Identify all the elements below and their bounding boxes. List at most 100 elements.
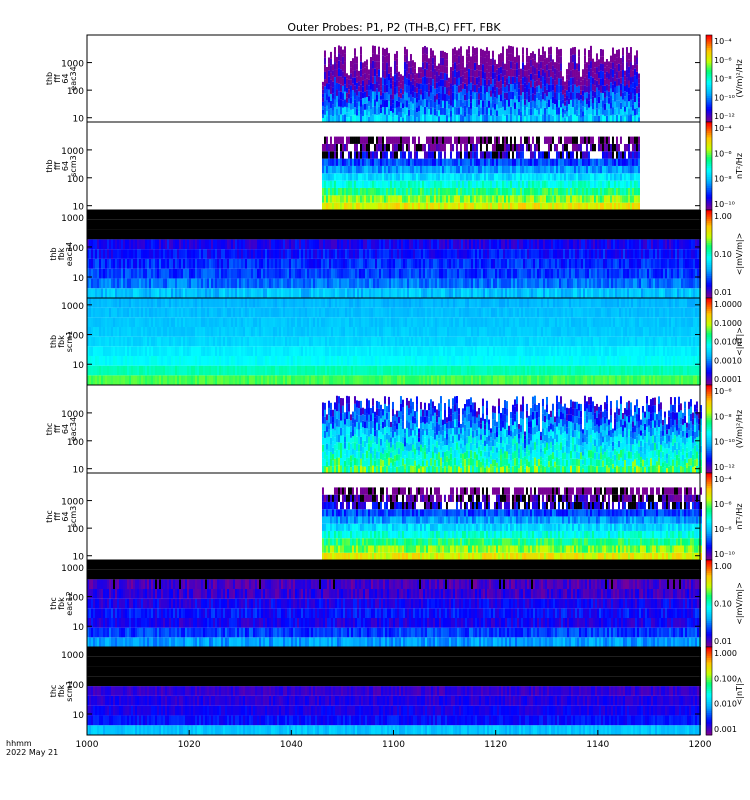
- colorbar-tick-label: 10⁻¹⁰: [714, 438, 735, 447]
- y-tick-label: 10: [73, 203, 85, 213]
- x-tick-label: 1100: [382, 740, 405, 750]
- colorbar-thb_fff_scm3: 10⁻⁴ 10⁻⁶ 10⁻⁸ 10⁻¹⁰ nT²/Hz: [705, 121, 744, 211]
- y-tick-label: 10: [73, 115, 85, 125]
- panel-thb_fbk_eac34: 1000 100 10 thb fbk eac34 1.00 0.10 0.01 <|mV/m|>: [49, 209, 744, 299]
- colorbar-tick-label: 10⁻⁶: [714, 500, 732, 509]
- y-axis-label: scm1: [65, 680, 74, 701]
- y-axis-label: fbk: [57, 247, 66, 260]
- colorbar-tick-label: 1.000: [714, 649, 737, 658]
- y-tick-label: 10: [73, 361, 85, 371]
- heatmap-thb_fff_scm3: [321, 136, 640, 210]
- y-axis-label: fbk: [57, 335, 66, 348]
- colorbar-label: (V/m)²/Hz: [735, 59, 744, 97]
- y-axis-label: eac12: [65, 591, 74, 615]
- colorbar-thc_fff_eac34: 10⁻⁶ 10⁻⁸ 10⁻¹⁰ 10⁻¹² (V/m)²/Hz: [705, 384, 744, 474]
- colorbar-thb_fff_eac34: 10⁻⁴ 10⁻⁶ 10⁻⁸ 10⁻¹⁰ 10⁻¹² (V/m)²/Hz: [705, 34, 744, 123]
- y-tick-label: 1000: [61, 147, 84, 157]
- y-tick-label: 10: [73, 711, 85, 721]
- colorbar-label: (V/m)²/Hz: [735, 410, 744, 448]
- y-tick-label: 10: [73, 466, 85, 476]
- y-axis-label: 64: [61, 511, 70, 521]
- colorbar-tick-label: 10⁻⁶: [714, 56, 732, 65]
- y-axis-label: eac34: [65, 242, 74, 266]
- y-axis-label: thb: [49, 247, 58, 260]
- colorbar-tick-label: 10⁻⁸: [714, 175, 732, 184]
- colorbar-tick-label: 10⁻⁴: [714, 475, 732, 484]
- y-tick-label: 1000: [61, 498, 84, 508]
- y-tick-label: 100: [67, 332, 84, 342]
- y-axis-label: scm1: [65, 331, 74, 352]
- colorbar-tick-label: 10⁻⁶: [714, 387, 732, 396]
- colorbar-tick-label: 10⁻⁴: [714, 124, 732, 133]
- y-tick-label: 1000: [61, 214, 84, 224]
- colorbar-tick-label: 10⁻⁸: [714, 75, 732, 84]
- colorbar-label: <|mV/m|>: [735, 233, 744, 276]
- colorbar-tick-label: 0.0001: [714, 375, 742, 384]
- colorbar-tick-label: 0.10: [714, 250, 732, 259]
- y-tick-label: 100: [67, 438, 84, 448]
- heatmap-thb_fbk_scm1: [87, 298, 701, 385]
- colorbar-tick-label: 0.10: [714, 600, 732, 609]
- panel-thc_fbk_eac12: 1000 100 10 thc fbk eac12 1.00 0.10 0.01 <|mV/m|>: [49, 559, 744, 648]
- colorbar-tick-label: 0.100: [714, 674, 737, 683]
- colorbar-tick-label: 10⁻⁸: [714, 525, 732, 534]
- x-axis-format-label: hhmm: [6, 739, 32, 748]
- y-axis-label: 64: [61, 73, 70, 83]
- x-axis-date-label: 2022 May 21: [6, 748, 58, 757]
- colorbar-tick-label: 0.1000: [714, 319, 742, 328]
- colorbar-tick-label: 1.00: [714, 212, 732, 221]
- colorbar-thc_fbk_eac12: 1.00 0.10 0.01 <|mV/m|>: [705, 559, 744, 648]
- y-axis-label: thb: [49, 335, 58, 348]
- y-axis-label: thc: [49, 685, 58, 698]
- y-tick-label: 1000: [61, 651, 84, 661]
- colorbar-label: <|mV/m|>: [735, 582, 744, 625]
- y-axis-label: thb: [45, 72, 54, 85]
- heatmap-thb_fff_eac34: [321, 45, 640, 122]
- colorbar-tick-label: 0.0010: [714, 356, 742, 365]
- y-tick-label: 10: [73, 553, 85, 563]
- y-tick-label: 100: [67, 175, 84, 185]
- panel-thc_fff_scm3: 1000 100 10 thc fff 64 scm3 10⁻⁴ 10⁻⁶ 10⁻⁸ 10⁻¹⁰ nT…: [45, 472, 744, 563]
- x-tick-label: 1140: [586, 740, 609, 750]
- y-tick-label: 100: [67, 681, 84, 691]
- colorbar-tick-label: 10⁻⁸: [714, 412, 732, 421]
- colorbar-tick-label: 0.010: [714, 700, 737, 709]
- colorbar-tick-label: 10⁻¹⁰: [714, 200, 735, 209]
- y-axis-label: fff: [53, 74, 62, 83]
- panel-thb_fbk_scm1: 1000 100 10 thb fbk scm1 1.0000 0.1000 0.0100 0.0…: [49, 297, 744, 386]
- y-axis-label: thc: [45, 423, 54, 436]
- colorbar-tick-label: 0.0100: [714, 338, 742, 347]
- y-axis-label: fff: [53, 425, 62, 434]
- colorbar-tick-label: 1.0000: [714, 300, 742, 309]
- colorbar-tick-label: 1.00: [714, 562, 732, 571]
- heatmap-thc_fbk_scm1: [87, 647, 701, 735]
- colorbar-label: nT²/Hz: [735, 503, 744, 529]
- colorbar-label: <|nT|>: [735, 327, 744, 356]
- y-tick-label: 1000: [61, 564, 84, 574]
- colorbar-tick-label: 10⁻¹⁰: [714, 550, 735, 559]
- x-tick-label: 1040: [280, 740, 303, 750]
- heatmap-thc_fbk_eac12: [87, 560, 701, 647]
- heatmap-thb_fbk_eac34: [87, 210, 701, 298]
- y-axis-label: scm3: [69, 506, 78, 527]
- colorbar-label: <|nT|>: [735, 677, 744, 706]
- colorbar-tick-label: 10⁻¹⁰: [714, 93, 735, 102]
- y-tick-label: 10: [73, 274, 85, 284]
- colorbar-tick-label: 10⁻⁴: [714, 37, 732, 46]
- y-axis-label: thc: [45, 510, 54, 523]
- y-tick-label: 100: [67, 525, 84, 535]
- colorbar-thc_fbk_scm1: 1.000 0.100 0.010 0.001 <|nT|>: [705, 646, 744, 736]
- y-tick-label: 1000: [61, 410, 84, 420]
- colorbar-label: nT²/Hz: [735, 153, 744, 179]
- y-tick-label: 10: [73, 623, 85, 633]
- colorbar-tick-label: 0.01: [714, 288, 732, 297]
- y-axis-label: fbk: [57, 597, 66, 610]
- y-axis-label: eac34: [69, 417, 78, 441]
- y-tick-label: 100: [67, 87, 84, 97]
- y-tick-label: 1000: [61, 60, 84, 70]
- x-tick-label: 1000: [76, 740, 99, 750]
- y-axis-label: thc: [49, 597, 58, 610]
